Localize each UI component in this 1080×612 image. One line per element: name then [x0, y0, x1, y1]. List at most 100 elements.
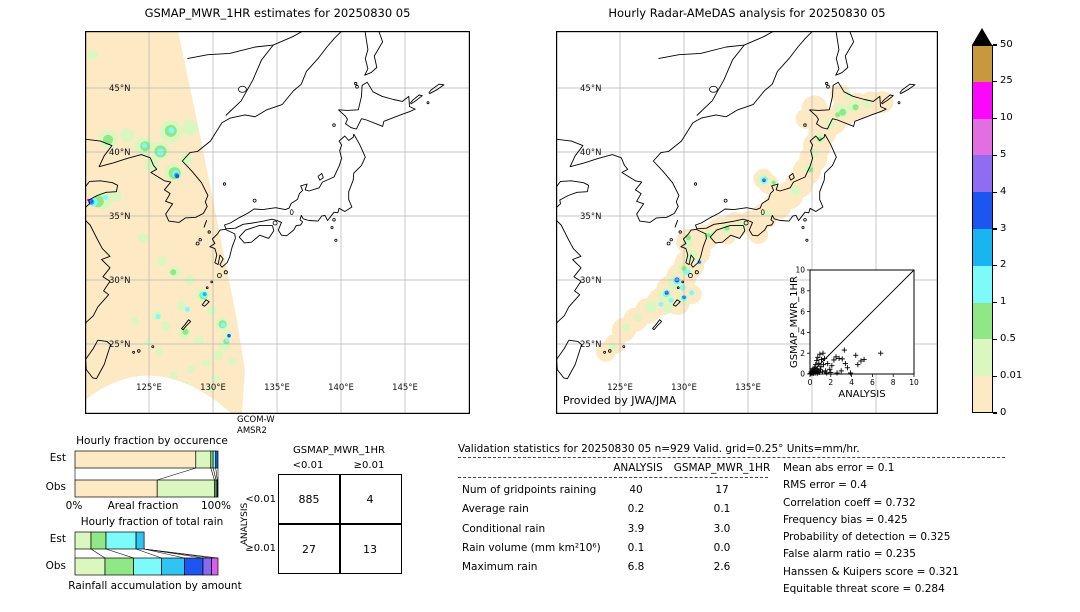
lat-label: 45°N — [580, 84, 601, 94]
contingency-col-label-ge: ≥0.01 — [353, 460, 385, 471]
contingency-cell-false: 4 — [366, 492, 374, 506]
lon-label: 130°E — [200, 383, 226, 393]
coastline — [658, 31, 775, 60]
occurrence-chart-title: Hourly fraction by occurence — [76, 435, 228, 447]
colorbar-tick-label: 50 — [1000, 38, 1013, 50]
lon-label: 135°E — [264, 383, 290, 393]
inset-y-tick: 10 — [795, 266, 805, 275]
score-list: Mean abs error = 0.1 RMS error = 0.4 Corre… — [783, 460, 959, 598]
totalrain-bars — [74, 531, 219, 576]
inset-y-tick: 4 — [800, 328, 805, 337]
coastline — [409, 94, 423, 105]
totalrain-obs-label: Obs — [45, 560, 66, 572]
lat-label: 35°N — [109, 212, 130, 222]
colorbar-segment — [972, 192, 993, 229]
occurrence-est-label: Est — [49, 452, 66, 464]
contingency-row-label-ge: ≥0.01 — [245, 543, 276, 554]
validation-row: Num of gridpoints raining 40 17 — [462, 484, 729, 496]
colorbar-tick-label: 0 — [1000, 406, 1007, 418]
contingency-table: 885 4 27 13 — [278, 474, 402, 574]
radar-amedas-map: 45°N 40°N 35°N 30°N 25°N 125°E 130°E 135°E 00 2 2 4… — [556, 31, 938, 414]
divider-top — [458, 457, 1005, 458]
scatter-inset: 00 2 2 4 4 6 6 8 8 10 10 ANALYSIS GSMAP_MWR_1HR — [789, 266, 919, 400]
colorbar-overflow-triangle — [972, 28, 992, 45]
coastline — [225, 44, 274, 116]
contingency-col-group: GSMAP_MWR_1HR — [293, 445, 385, 456]
coastline — [85, 339, 112, 380]
colorbar-tick-label: 2 — [1000, 259, 1007, 271]
validation-col-analysis: ANALYSIS — [613, 462, 663, 474]
score-line: Equitable threat score = 0.284 — [783, 583, 945, 596]
coastline — [709, 225, 746, 244]
divider-header — [458, 477, 768, 478]
coastline — [201, 299, 210, 307]
coastline — [556, 180, 590, 209]
coastline — [696, 44, 745, 116]
lon-label: 145°E — [392, 383, 418, 393]
lat-label: 40°N — [109, 148, 130, 158]
coastline — [85, 31, 343, 223]
colorbar-tick-label: 25 — [1000, 75, 1013, 87]
lat-label: 30°N — [109, 276, 130, 286]
lat-label: 25°N — [580, 340, 601, 350]
coastline — [317, 173, 324, 181]
validation-row: Rain volume (mm km²10⁶) 0.1 0.0 — [462, 541, 731, 554]
colorbar-segment — [972, 81, 993, 119]
occurrence-x100-label: 100% — [200, 500, 232, 512]
lat-label: 25°N — [109, 340, 130, 350]
occurrence-x0-label: 0% — [65, 500, 83, 512]
contingency-cell-hits: 13 — [363, 542, 377, 556]
validation-row: Conditional rain 3.9 3.0 — [462, 522, 731, 535]
credit-text: Provided by JWA/JMA — [563, 394, 677, 407]
coastline — [680, 228, 707, 268]
inset-y-tick: 8 — [800, 287, 805, 296]
score-line: RMS error = 0.4 — [783, 479, 867, 492]
coastline — [695, 133, 837, 237]
gsmap-estimate-map: 45°N 40°N 35°N 30°N 25°N 125°E 130°E 135°E 140°E… — [85, 31, 470, 414]
validation-col-gsmap: GSMAP_MWR_1HR — [673, 462, 771, 474]
inset-scatter-points — [807, 347, 884, 377]
left-map-title: GSMAP_MWR_1HR estimates for 20250830 05 — [144, 6, 411, 20]
satellite-swath — [85, 31, 245, 414]
coastline — [85, 219, 111, 326]
sensor-footnote-line2: AMSR2 — [237, 426, 267, 436]
right-map-title: Hourly Radar-AMeDAS analysis for 2025083… — [608, 6, 886, 20]
totalrain-est-label: Est — [49, 533, 66, 545]
coastline — [652, 319, 663, 331]
contingency-row-label-lt: <0.01 — [245, 494, 276, 505]
colorbar-segment — [972, 302, 993, 340]
contingency-col-label-lt: <0.01 — [292, 460, 324, 471]
lat-label: 35°N — [580, 212, 601, 222]
sensor-footnote: GCOM-W AMSR2 — [237, 415, 275, 437]
coastline — [556, 339, 583, 380]
colorbar-segment — [972, 265, 993, 303]
coastline — [209, 228, 236, 268]
score-line: False alarm ratio = 0.235 — [783, 548, 916, 561]
lat-label: 40°N — [580, 148, 601, 158]
colorbar-segment — [972, 376, 993, 413]
inset-x-tick: 6 — [870, 378, 875, 387]
coastline — [835, 31, 855, 76]
inset-x-tick: 8 — [891, 378, 896, 387]
inset-x-tick: 10 — [909, 378, 919, 387]
coastline — [899, 83, 916, 95]
inset-y-tick: 2 — [800, 349, 805, 358]
validation-rows: Num of gridpoints raining 40 17 Average rai… — [458, 482, 778, 578]
lon-label: 125°E — [607, 383, 633, 393]
colorbar-segment — [972, 339, 993, 377]
coastline — [674, 220, 679, 228]
occurrence-obs-label: Obs — [45, 481, 66, 493]
contingency-cell-hits-none: 885 — [298, 492, 320, 506]
coastline — [203, 220, 208, 228]
inset-y-tick: 6 — [800, 307, 805, 316]
colorbar-segment — [972, 229, 993, 266]
occurrence-xaxis-label: Areal fraction — [107, 500, 179, 512]
score-line: Probability of detection = 0.325 — [783, 531, 951, 544]
coastline — [809, 81, 887, 130]
coastline — [672, 299, 681, 307]
score-line: Hanssen & Kuipers score = 0.321 — [783, 565, 959, 578]
rain-rate-colorbar: 50 25 10 5 4 3 2 1 0.5 0.01 0 — [972, 28, 1036, 428]
occurrence-bars — [74, 450, 219, 498]
coastline — [556, 219, 582, 326]
coastline — [364, 31, 384, 76]
